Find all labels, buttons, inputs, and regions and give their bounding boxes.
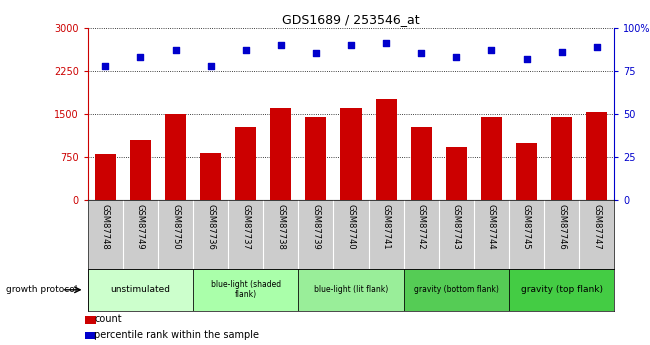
Point: [381, 40, 391, 46]
Bar: [193, 269, 298, 310]
Text: GSM87740: GSM87740: [346, 204, 356, 249]
Text: GSM87741: GSM87741: [382, 204, 391, 249]
Text: GSM87748: GSM87748: [101, 204, 110, 249]
Text: unstimulated: unstimulated: [111, 285, 170, 294]
Text: GSM87745: GSM87745: [522, 204, 531, 249]
Text: GSM87750: GSM87750: [171, 204, 180, 249]
Bar: [411, 127, 432, 200]
Point: [416, 51, 426, 56]
Bar: [516, 142, 537, 200]
Text: gravity (top flank): gravity (top flank): [521, 285, 603, 294]
Point: [135, 54, 146, 60]
Bar: [200, 153, 221, 200]
Text: blue-light (shaded
flank): blue-light (shaded flank): [211, 280, 281, 299]
Point: [240, 47, 251, 53]
Bar: [235, 127, 256, 200]
Text: count: count: [94, 314, 122, 324]
Point: [311, 51, 321, 56]
Point: [486, 47, 497, 53]
Point: [205, 63, 216, 68]
Text: GSM87749: GSM87749: [136, 204, 145, 249]
Text: GSM87747: GSM87747: [592, 204, 601, 249]
Text: percentile rank within the sample: percentile rank within the sample: [94, 330, 259, 339]
Text: GSM87744: GSM87744: [487, 204, 496, 249]
Bar: [341, 108, 361, 200]
Bar: [95, 154, 116, 200]
Bar: [165, 114, 186, 200]
Bar: [586, 112, 607, 200]
Bar: [481, 117, 502, 200]
Text: GSM87746: GSM87746: [557, 204, 566, 249]
Bar: [306, 117, 326, 200]
Bar: [130, 140, 151, 200]
Text: growth protocol: growth protocol: [6, 285, 78, 294]
Bar: [376, 99, 396, 200]
Bar: [270, 108, 291, 200]
Text: GSM87739: GSM87739: [311, 204, 320, 249]
Bar: [404, 269, 509, 310]
Title: GDS1689 / 253546_at: GDS1689 / 253546_at: [282, 13, 420, 27]
Point: [170, 47, 181, 53]
Bar: [509, 269, 614, 310]
Text: GSM87736: GSM87736: [206, 204, 215, 249]
Point: [556, 49, 567, 55]
Bar: [446, 147, 467, 200]
Point: [592, 44, 602, 49]
Text: GSM87743: GSM87743: [452, 204, 461, 249]
Text: GSM87738: GSM87738: [276, 204, 285, 249]
Bar: [88, 269, 193, 310]
Text: gravity (bottom flank): gravity (bottom flank): [414, 285, 499, 294]
Point: [100, 63, 110, 68]
Point: [451, 54, 462, 60]
Point: [276, 42, 286, 48]
Point: [521, 56, 532, 61]
Text: GSM87737: GSM87737: [241, 204, 250, 249]
Point: [346, 42, 356, 48]
Text: GSM87742: GSM87742: [417, 204, 426, 249]
Bar: [298, 269, 404, 310]
Text: blue-light (lit flank): blue-light (lit flank): [314, 285, 388, 294]
Bar: [551, 117, 572, 200]
